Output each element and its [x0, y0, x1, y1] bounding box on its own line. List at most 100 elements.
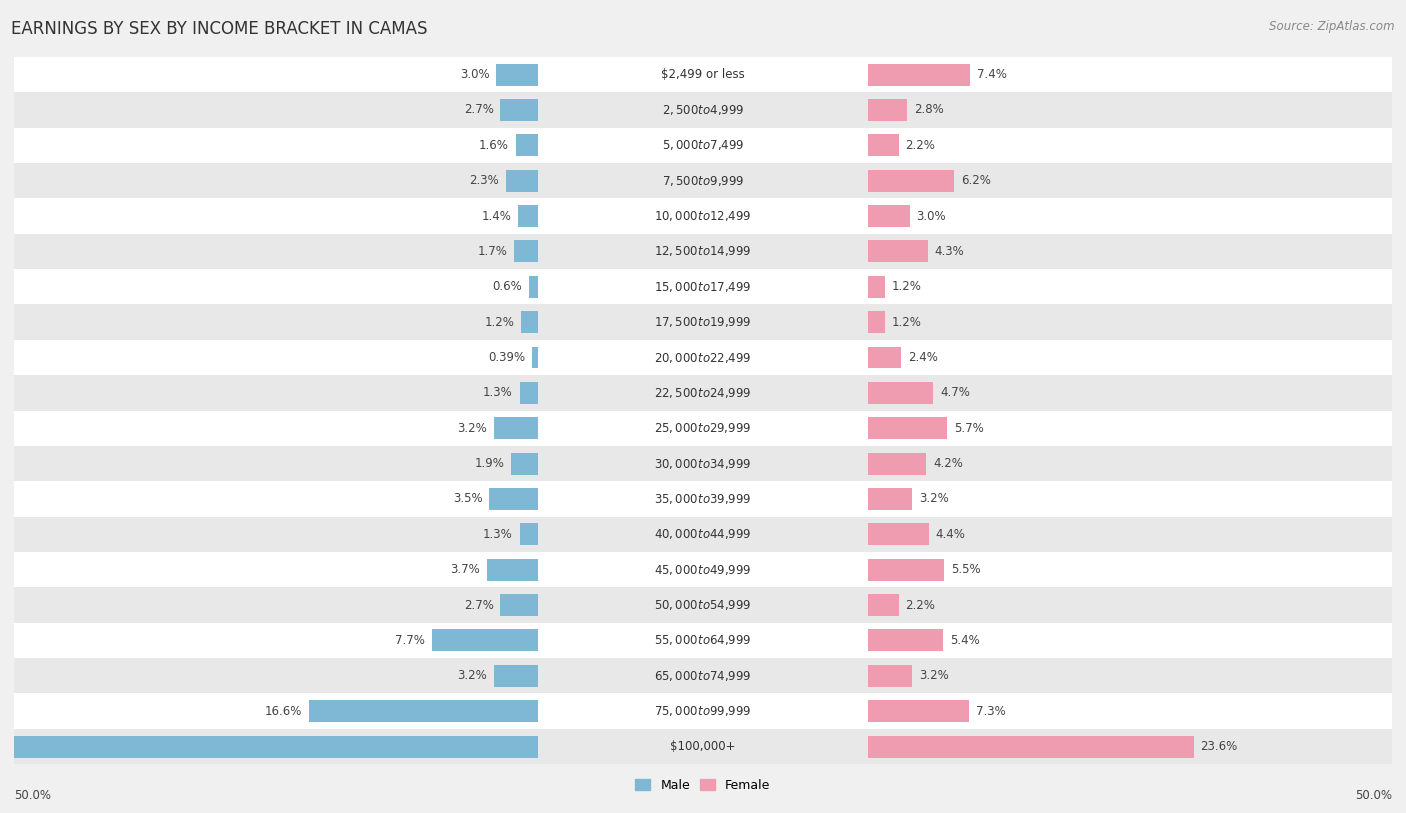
Text: $2,499 or less: $2,499 or less — [661, 68, 745, 81]
Text: 3.2%: 3.2% — [457, 669, 486, 682]
Bar — [14, 375, 1392, 411]
Bar — [14, 623, 1392, 658]
Text: 1.2%: 1.2% — [891, 280, 922, 293]
Bar — [14, 128, 1392, 163]
Text: $40,000 to $44,999: $40,000 to $44,999 — [654, 528, 752, 541]
Bar — [14, 659, 1392, 693]
Bar — [869, 736, 1194, 758]
Text: 3.7%: 3.7% — [450, 563, 479, 576]
Bar — [869, 417, 946, 439]
Bar — [869, 382, 934, 404]
Text: 3.2%: 3.2% — [920, 493, 949, 506]
Text: 3.5%: 3.5% — [453, 493, 482, 506]
Text: 2.7%: 2.7% — [464, 103, 494, 116]
Bar — [869, 241, 928, 263]
Text: 2.2%: 2.2% — [905, 598, 935, 611]
Bar — [520, 524, 537, 546]
Text: 2.7%: 2.7% — [464, 598, 494, 611]
Text: 6.2%: 6.2% — [960, 174, 991, 187]
Bar — [14, 552, 1392, 587]
Bar — [14, 57, 1392, 92]
Bar — [14, 340, 1392, 375]
Bar — [14, 233, 1392, 269]
Bar — [14, 517, 1392, 552]
Bar — [486, 559, 537, 580]
Bar — [869, 594, 898, 616]
Bar — [489, 488, 537, 510]
Text: 3.0%: 3.0% — [917, 210, 946, 223]
Bar — [494, 665, 537, 687]
Text: 1.4%: 1.4% — [482, 210, 512, 223]
Bar — [533, 346, 537, 368]
Bar — [501, 594, 537, 616]
Bar — [869, 276, 884, 298]
Text: 1.3%: 1.3% — [484, 386, 513, 399]
Text: $12,500 to $14,999: $12,500 to $14,999 — [654, 245, 752, 259]
Bar — [309, 700, 537, 722]
Text: 4.2%: 4.2% — [934, 457, 963, 470]
Bar — [869, 559, 945, 580]
Bar — [869, 311, 884, 333]
Text: 2.8%: 2.8% — [914, 103, 943, 116]
Text: $35,000 to $39,999: $35,000 to $39,999 — [654, 492, 752, 506]
Bar — [869, 63, 970, 85]
Bar — [14, 269, 1392, 304]
Bar — [869, 346, 901, 368]
Text: $25,000 to $29,999: $25,000 to $29,999 — [654, 421, 752, 435]
Text: 3.0%: 3.0% — [460, 68, 489, 81]
Text: 1.9%: 1.9% — [475, 457, 505, 470]
Bar — [869, 665, 912, 687]
Bar — [869, 453, 927, 475]
Text: 7.4%: 7.4% — [977, 68, 1007, 81]
Bar — [869, 488, 912, 510]
Bar — [516, 134, 537, 156]
Bar — [869, 700, 969, 722]
Text: 7.3%: 7.3% — [976, 705, 1005, 718]
Bar — [14, 411, 1392, 446]
Bar — [522, 311, 537, 333]
Bar — [14, 446, 1392, 481]
Text: $50,000 to $54,999: $50,000 to $54,999 — [654, 598, 752, 612]
Bar — [869, 524, 929, 546]
Bar — [14, 304, 1392, 340]
Bar — [14, 198, 1392, 233]
Bar — [515, 241, 537, 263]
Text: 1.2%: 1.2% — [891, 315, 922, 328]
Text: 5.7%: 5.7% — [953, 422, 984, 435]
Text: $2,500 to $4,999: $2,500 to $4,999 — [662, 103, 744, 117]
Bar — [506, 170, 537, 192]
Text: 4.7%: 4.7% — [941, 386, 970, 399]
Text: 4.4%: 4.4% — [936, 528, 966, 541]
Text: 2.3%: 2.3% — [470, 174, 499, 187]
Text: $30,000 to $34,999: $30,000 to $34,999 — [654, 457, 752, 471]
Text: 1.6%: 1.6% — [479, 139, 509, 152]
Bar — [14, 163, 1392, 198]
Bar — [496, 63, 537, 85]
Bar — [869, 170, 953, 192]
Text: $22,500 to $24,999: $22,500 to $24,999 — [654, 386, 752, 400]
Text: 0.6%: 0.6% — [492, 280, 523, 293]
Text: 1.7%: 1.7% — [478, 245, 508, 258]
Text: $55,000 to $64,999: $55,000 to $64,999 — [654, 633, 752, 647]
Bar — [869, 205, 910, 227]
Text: 5.5%: 5.5% — [950, 563, 980, 576]
Text: $20,000 to $22,499: $20,000 to $22,499 — [654, 350, 752, 364]
Text: EARNINGS BY SEX BY INCOME BRACKET IN CAMAS: EARNINGS BY SEX BY INCOME BRACKET IN CAM… — [11, 20, 427, 38]
Text: 3.2%: 3.2% — [920, 669, 949, 682]
Text: $45,000 to $49,999: $45,000 to $49,999 — [654, 563, 752, 576]
Text: 16.6%: 16.6% — [264, 705, 302, 718]
Bar — [530, 276, 537, 298]
Text: $5,000 to $7,499: $5,000 to $7,499 — [662, 138, 744, 152]
Bar — [14, 481, 1392, 517]
Text: 3.2%: 3.2% — [457, 422, 486, 435]
Bar — [14, 729, 1392, 764]
Text: 1.3%: 1.3% — [484, 528, 513, 541]
Text: $7,500 to $9,999: $7,500 to $9,999 — [662, 174, 744, 188]
Bar — [432, 629, 537, 651]
Text: 23.6%: 23.6% — [1201, 740, 1237, 753]
Bar — [512, 453, 537, 475]
Text: $17,500 to $19,999: $17,500 to $19,999 — [654, 315, 752, 329]
Text: $100,000+: $100,000+ — [671, 740, 735, 753]
Text: 50.0%: 50.0% — [14, 789, 51, 802]
Bar — [520, 382, 537, 404]
